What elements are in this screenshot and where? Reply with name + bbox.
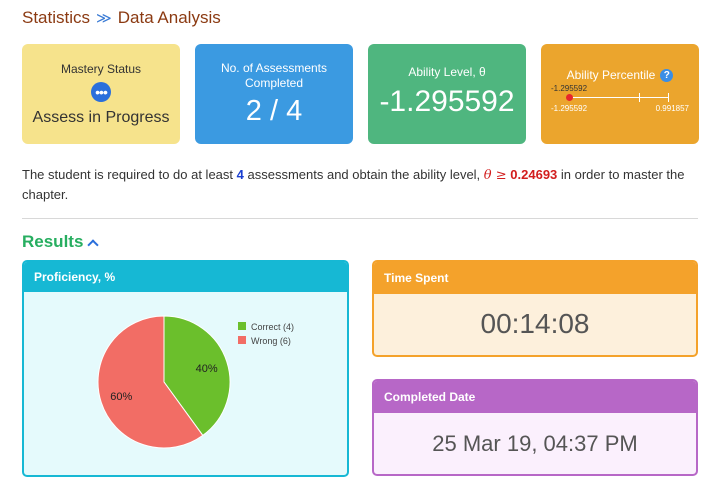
pie-slice-label: 60% [110, 391, 132, 403]
ability-level-value: -1.295592 [379, 85, 515, 118]
completed-date-title: Completed Date [374, 381, 696, 413]
pie-slice-wrong [97, 315, 204, 449]
more-dots-icon[interactable]: ••• [91, 82, 111, 102]
mastery-status-card: Mastery Status ••• Assess in Progress [22, 44, 180, 144]
assessments-value: 2 / 4 [245, 95, 303, 127]
completed-date-panel: Completed Date 25 Mar 19, 04:37 PM [372, 379, 698, 476]
proficiency-pie-chart: 40% 60% Correct (4) Wrong (6) [97, 315, 294, 449]
assessments-card: No. of Assessments Completed 2 / 4 [195, 44, 353, 144]
legend-label[interactable]: Correct (4) [251, 322, 294, 332]
requirement-text-part: in order to master the chapter. [22, 167, 685, 202]
results-title: Results [22, 232, 84, 251]
percentile-marker-value: -1.295592 [551, 84, 588, 93]
requirement-text-part: assessments and obtain the ability level… [243, 167, 484, 182]
pie-slice-correct [163, 315, 231, 437]
proficiency-panel: Proficiency, % 40% 60% Correct (4) Wrong (6… [22, 260, 349, 477]
percentile-marker [566, 94, 573, 101]
mastery-status-value: Assess in Progress [32, 109, 170, 126]
time-spent-value: 00:14:08 [480, 308, 590, 339]
legend-swatch [238, 336, 246, 344]
requirement-text-part: The student is required to do at least [22, 167, 237, 182]
completed-date-value: 25 Mar 19, 04:37 PM [432, 431, 638, 456]
breadcrumb-current: Data Analysis [117, 8, 221, 27]
breadcrumb-separator-icon: ≫ [96, 10, 112, 27]
mastery-requirement-text: The student is required to do at least 4… [22, 165, 702, 204]
breadcrumb-statistics-link[interactable]: Statistics [22, 8, 91, 27]
legend-swatch [238, 322, 246, 330]
time-spent-panel: Time Spent 00:14:08 [372, 260, 698, 357]
percentile-tick [639, 93, 640, 102]
required-assessment-count: 4 [236, 167, 244, 182]
percentile-track [569, 97, 669, 98]
section-divider [22, 218, 698, 219]
assessments-title: No. of Assessments Completed [220, 61, 328, 90]
help-icon[interactable]: ? [660, 68, 674, 82]
percentile-tick [668, 93, 669, 102]
required-ability-threshold: 0.24693 [510, 167, 558, 182]
ability-percentile-card: Ability Percentile ? -1.295592 -1.295592… [541, 44, 699, 144]
ability-level-title: Ability Level, θ [408, 65, 486, 79]
pie-slice-label: 40% [196, 363, 218, 375]
ability-level-card: Ability Level, θ -1.295592 [368, 44, 526, 144]
percentile-min-value: -1.295592 [551, 104, 588, 113]
percentile-slider: -1.295592 -1.295592 0.991857 [551, 84, 689, 124]
results-heading[interactable]: Results [22, 232, 100, 252]
ability-percentile-title: Ability Percentile [566, 68, 656, 82]
mastery-status-title: Mastery Status [60, 62, 142, 76]
time-spent-title: Time Spent [374, 262, 696, 294]
proficiency-title: Proficiency, % [24, 262, 347, 292]
chevron-up-icon[interactable] [87, 238, 100, 251]
ability-percentile-header: Ability Percentile ? [541, 68, 699, 82]
percentile-max-value: 0.991857 [655, 104, 689, 113]
breadcrumb: Statistics ≫ Data Analysis [22, 8, 221, 28]
theta-symbol: θ ≥ [483, 168, 507, 183]
legend-label[interactable]: Wrong (6) [251, 336, 291, 346]
